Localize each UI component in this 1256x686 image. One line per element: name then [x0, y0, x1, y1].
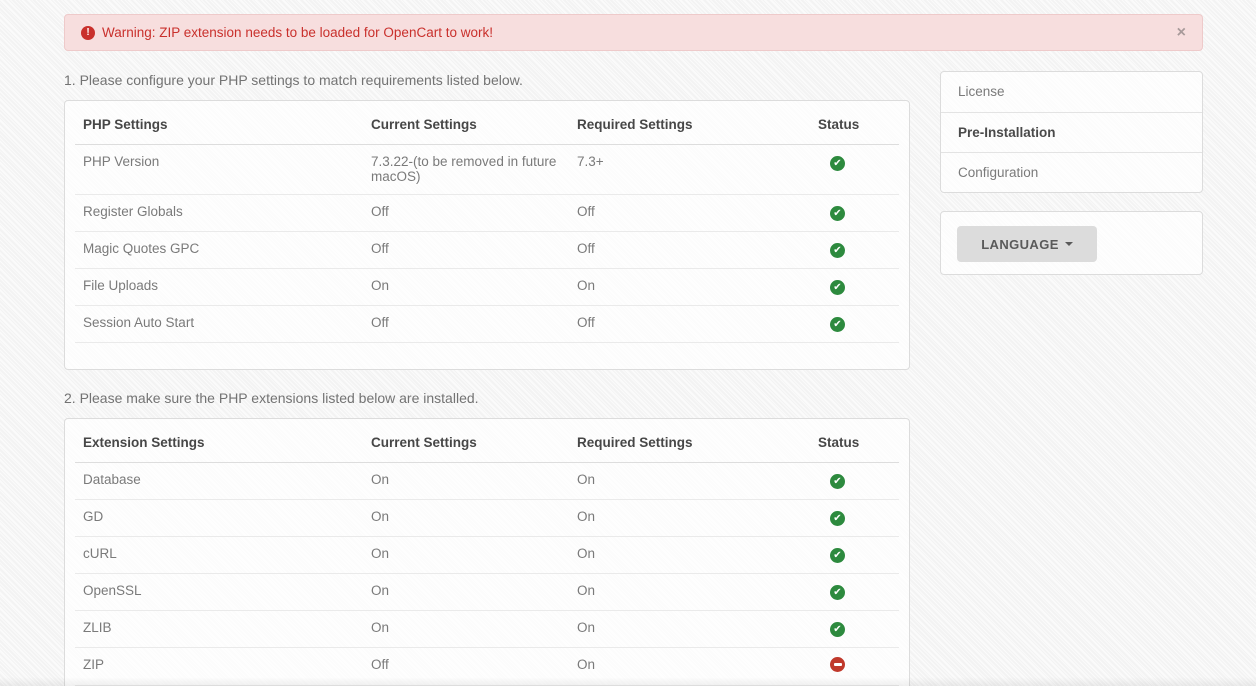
status-cell: ✔	[810, 499, 899, 537]
current-setting-cell: On	[363, 462, 569, 500]
status-ok-icon: ✔	[830, 548, 845, 563]
chevron-down-icon	[1064, 242, 1073, 246]
table-header-cell: Status	[810, 101, 899, 145]
required-setting-cell: On	[569, 536, 810, 574]
section-heading-php-extensions: 2. Please make sure the PHP extensions l…	[64, 390, 479, 406]
status-cell: ✔	[810, 194, 899, 232]
setting-name-cell: Magic Quotes GPC	[75, 231, 363, 269]
setting-name-cell: GD	[75, 499, 363, 537]
table-header-row: Extension Settings Current Settings Requir…	[75, 419, 899, 463]
current-setting-cell: On	[363, 573, 569, 611]
table-row: PHP Version 7.3.22-(to be removed in futu…	[75, 144, 899, 195]
status-ok-icon: ✔	[830, 206, 845, 221]
current-setting-cell: 7.3.22-(to be removed in future macOS)	[363, 144, 569, 195]
close-icon[interactable]: ×	[1176, 23, 1186, 41]
required-setting-cell: On	[569, 462, 810, 500]
sidebar-item-pre-installation[interactable]: Pre-Installation	[941, 112, 1202, 152]
status-ok-icon: ✔	[830, 474, 845, 489]
current-setting-cell: Off	[363, 194, 569, 232]
table-row: OpenSSL On On ✔	[75, 573, 899, 611]
table-row: Magic Quotes GPC Off Off ✔	[75, 231, 899, 269]
php-settings-table: PHP Settings Current Settings Required Set…	[75, 101, 899, 343]
status-ok-icon: ✔	[830, 280, 845, 295]
setting-name-cell: OpenSSL	[75, 573, 363, 611]
required-setting-cell: On	[569, 499, 810, 537]
table-row: Session Auto Start Off Off ✔	[75, 305, 899, 343]
install-steps-panel: License Pre-Installation Configuration	[940, 71, 1203, 193]
table-header-cell: Required Settings	[569, 419, 810, 463]
table-row: ZLIB On On ✔	[75, 610, 899, 648]
table-header-cell: Current Settings	[363, 419, 569, 463]
status-ok-icon: ✔	[830, 622, 845, 637]
status-cell: ✔	[810, 268, 899, 306]
status-fail-icon	[830, 657, 845, 672]
table-row: GD On On ✔	[75, 499, 899, 537]
required-setting-cell: Off	[569, 194, 810, 232]
setting-name-cell: Database	[75, 462, 363, 500]
status-cell: ✔	[810, 305, 899, 343]
extension-settings-table: Extension Settings Current Settings Requir…	[75, 419, 899, 686]
extension-settings-panel: Extension Settings Current Settings Requir…	[64, 418, 910, 686]
status-cell: ✔	[810, 536, 899, 574]
status-ok-icon: ✔	[830, 156, 845, 171]
sidebar-item-license[interactable]: License	[958, 84, 1005, 99]
setting-name-cell: PHP Version	[75, 144, 363, 195]
setting-name-cell: Session Auto Start	[75, 305, 363, 343]
warning-banner: ! Warning: ZIP extension needs to be loa…	[64, 14, 1203, 51]
status-cell: ✔	[810, 610, 899, 648]
table-header-cell: PHP Settings	[75, 101, 363, 145]
required-setting-cell: On	[569, 268, 810, 306]
current-setting-cell: On	[363, 268, 569, 306]
php-settings-panel: PHP Settings Current Settings Required Set…	[64, 100, 910, 370]
required-setting-cell: On	[569, 610, 810, 648]
table-header-cell: Required Settings	[569, 101, 810, 145]
setting-name-cell: ZIP	[75, 647, 363, 686]
status-ok-icon: ✔	[830, 585, 845, 600]
required-setting-cell: 7.3+	[569, 144, 810, 195]
current-setting-cell: On	[363, 610, 569, 648]
language-panel: LANGUAGE	[940, 211, 1203, 275]
sidebar-item-configuration[interactable]: Configuration	[941, 152, 1202, 192]
language-button[interactable]: LANGUAGE	[957, 226, 1097, 262]
status-cell	[810, 647, 899, 686]
status-ok-icon: ✔	[830, 243, 845, 258]
exclamation-circle-icon: !	[81, 25, 95, 40]
current-setting-cell: Off	[363, 647, 569, 686]
setting-name-cell: Register Globals	[75, 194, 363, 232]
table-row: File Uploads On On ✔	[75, 268, 899, 306]
table-row: cURL On On ✔	[75, 536, 899, 574]
status-cell: ✔	[810, 573, 899, 611]
required-setting-cell: Off	[569, 231, 810, 269]
table-header-cell: Extension Settings	[75, 419, 363, 463]
setting-name-cell: File Uploads	[75, 268, 363, 306]
table-header-cell: Current Settings	[363, 101, 569, 145]
required-setting-cell: Off	[569, 305, 810, 343]
required-setting-cell: On	[569, 573, 810, 611]
table-row: Register Globals Off Off ✔	[75, 194, 899, 232]
current-setting-cell: Off	[363, 305, 569, 343]
current-setting-cell: On	[363, 499, 569, 537]
status-cell: ✔	[810, 462, 899, 500]
status-ok-icon: ✔	[830, 511, 845, 526]
section-heading-php-settings: 1. Please configure your PHP settings to…	[64, 72, 523, 88]
setting-name-cell: ZLIB	[75, 610, 363, 648]
required-setting-cell: On	[569, 647, 810, 686]
setting-name-cell: cURL	[75, 536, 363, 574]
status-cell: ✔	[810, 231, 899, 269]
current-setting-cell: On	[363, 536, 569, 574]
current-setting-cell: Off	[363, 231, 569, 269]
status-ok-icon: ✔	[830, 317, 845, 332]
status-cell: ✔	[810, 144, 899, 195]
warning-banner-text: Warning: ZIP extension needs to be loade…	[102, 25, 493, 40]
language-button-label: LANGUAGE	[981, 236, 1059, 252]
table-row: ZIP Off On	[75, 647, 899, 686]
table-row: Database On On ✔	[75, 462, 899, 500]
table-header-cell: Status	[810, 419, 899, 463]
table-header-row: PHP Settings Current Settings Required Set…	[75, 101, 899, 145]
